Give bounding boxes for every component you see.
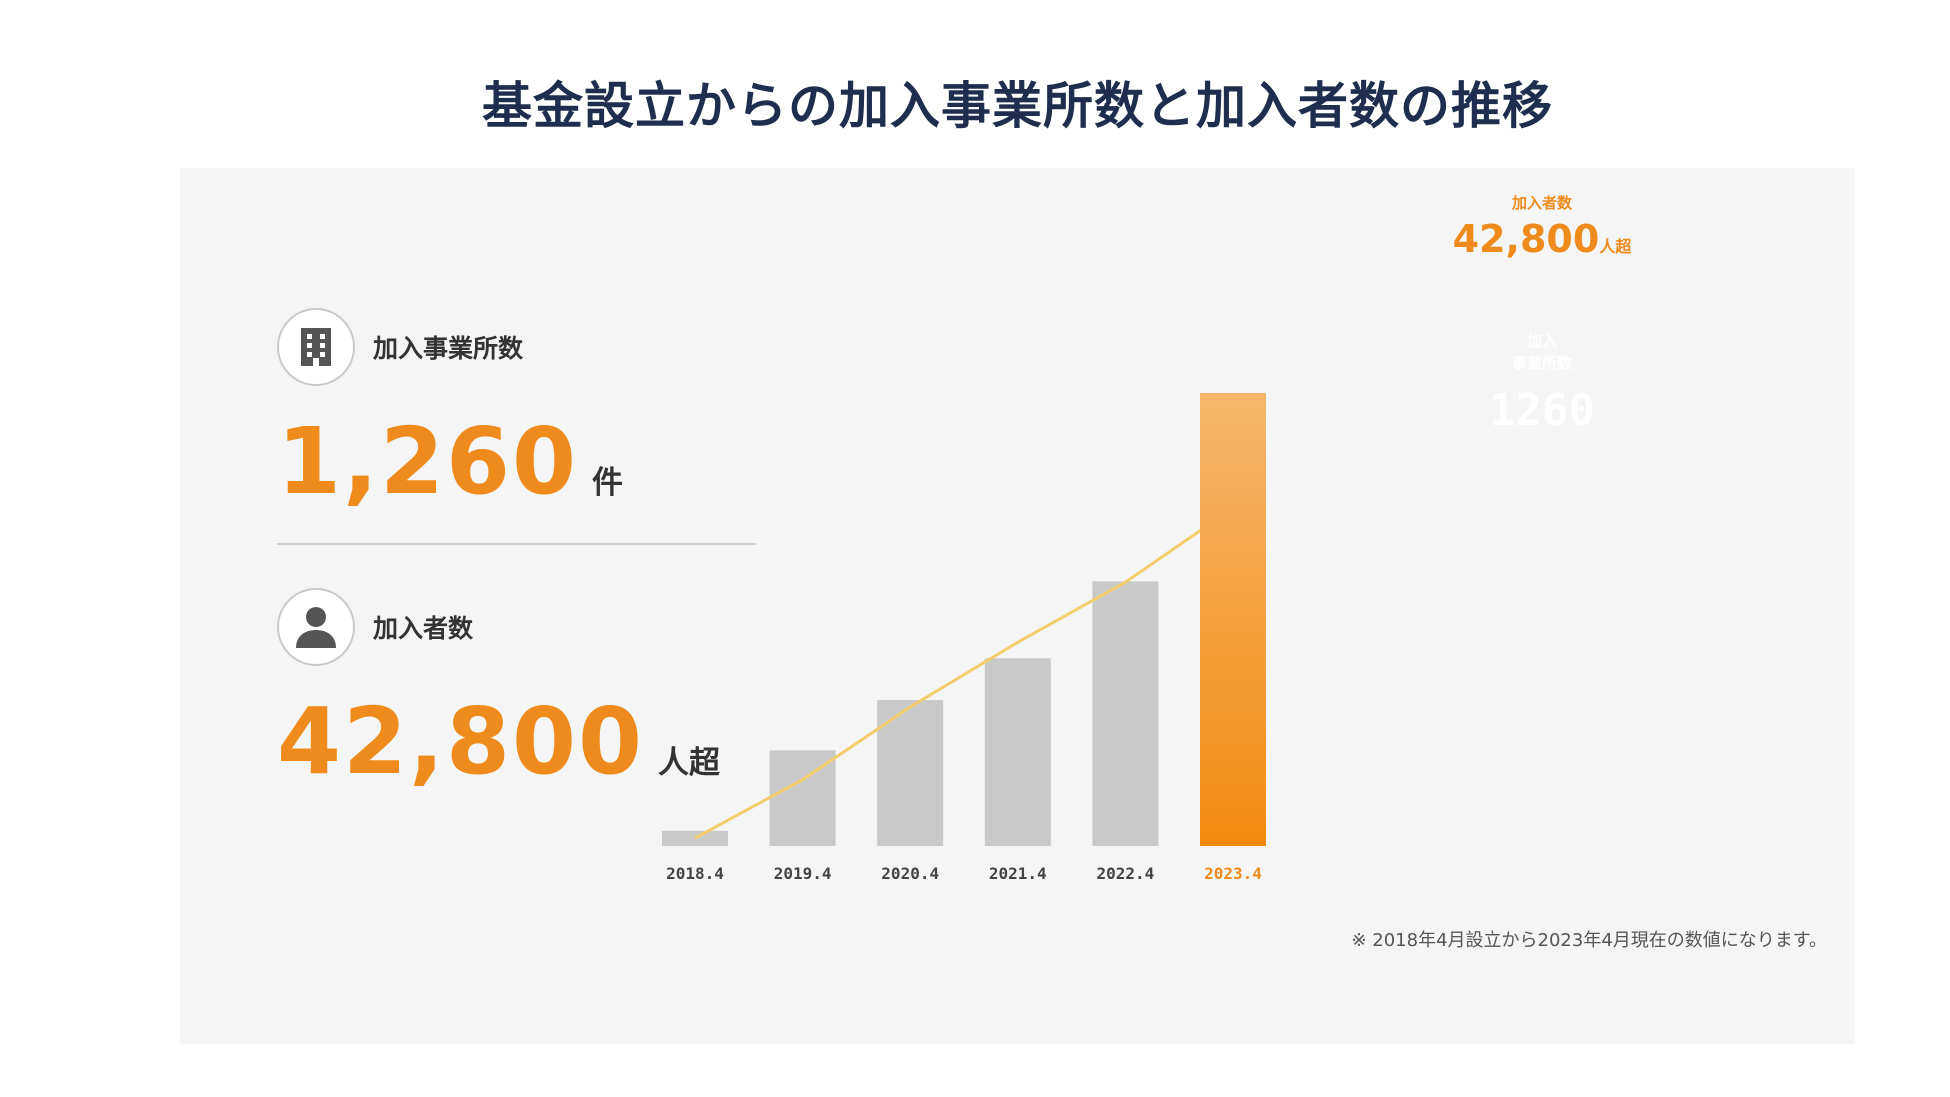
establishments-unit: 件 xyxy=(592,465,624,501)
highlight-est-label-1: 加入 xyxy=(1526,332,1557,350)
members-header: 加入者数 xyxy=(277,588,473,666)
establishments-header: 加入事業所数 xyxy=(277,308,523,386)
highlight-members-label: 加入者数 xyxy=(1511,194,1573,212)
members-line xyxy=(694,506,1234,840)
highlight-est-value: 1260 xyxy=(1489,385,1595,436)
bar-2018.4 xyxy=(662,830,728,846)
x-tick-label: 2022.4 xyxy=(1097,864,1155,883)
chart-panel: 加入事業所数 1,260 件 加入者数 42,800 人超 2018.4 2019… xyxy=(180,168,1855,1044)
bar-2021.4 xyxy=(984,658,1051,846)
establishments-icon-circle xyxy=(277,308,355,386)
members-value: 42,800 人超 xyxy=(277,688,720,795)
x-tick-label: 2021.4 xyxy=(989,864,1047,883)
building-icon xyxy=(301,328,331,366)
highlight-members-unit: 人超 xyxy=(1599,237,1632,256)
person-icon xyxy=(296,607,336,648)
establishments-label: 加入事業所数 xyxy=(373,334,524,363)
bar-2023.4 xyxy=(1200,393,1266,846)
bar-2022.4 xyxy=(1092,581,1159,846)
x-tick-label: 2020.4 xyxy=(881,864,939,883)
chart: 2018.4 2019.4 2020.4 2021.4 2022.4 2023.4 加入者… xyxy=(662,194,1633,883)
page-title: 基金設立からの加入事業所数と加入者数の推移 xyxy=(482,77,1553,135)
members-icon-circle xyxy=(277,588,355,666)
members-label: 加入者数 xyxy=(373,614,474,643)
members-number: 42,800 xyxy=(277,688,645,795)
x-tick-label: 2018.4 xyxy=(666,864,724,883)
highlight-members-value: 42,800人超 xyxy=(1453,217,1633,261)
divider xyxy=(277,543,756,545)
members-unit: 人超 xyxy=(658,745,721,781)
x-tick-label: 2019.4 xyxy=(774,864,832,883)
x-tick-label: 2023.4 xyxy=(1204,864,1262,883)
highlight-est-label-2: 事業所数 xyxy=(1512,354,1573,372)
footnote: ※ 2018年4月設立から2023年4月現在の数値になります。 xyxy=(1351,930,1827,951)
bar-2020.4 xyxy=(877,700,944,846)
establishments-value: 1,260 件 xyxy=(277,408,623,515)
establishments-number: 1,260 xyxy=(277,408,579,515)
highlight-members-number: 42,800 xyxy=(1453,217,1600,261)
